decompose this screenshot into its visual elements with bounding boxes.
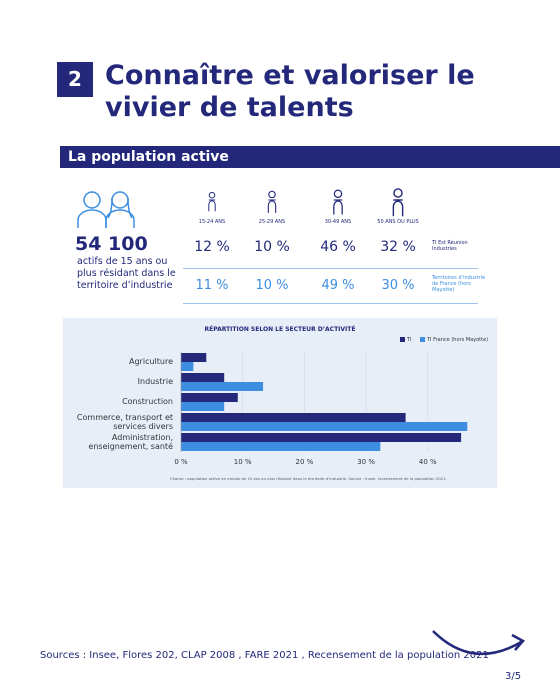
x-tick-label: 0 % xyxy=(174,458,188,466)
icon-part xyxy=(268,190,276,199)
stat-description: actifs de 15 ans ou plus résidant dans l… xyxy=(77,256,176,291)
x-tick-label: 20 % xyxy=(295,458,314,466)
age-share: 46 % xyxy=(320,239,356,255)
bar xyxy=(181,353,207,362)
sources: Sources : Insee, Flores 202, CLAP 2008 ,… xyxy=(40,650,489,661)
icon-part xyxy=(267,199,277,213)
legend-swatch xyxy=(420,337,425,342)
legend-label: TI France (hors Mayotte) xyxy=(427,337,489,343)
x-tick-label: 10 % xyxy=(233,458,252,466)
divider xyxy=(183,303,478,304)
age-share: 11 % xyxy=(195,278,229,293)
category-label: Agriculture xyxy=(129,357,173,366)
age-label: 30-49 ANS xyxy=(324,219,352,225)
icon-part xyxy=(333,199,343,215)
bar xyxy=(181,422,468,431)
person-icon xyxy=(392,188,404,217)
icon-part xyxy=(333,189,343,199)
icon-part xyxy=(393,188,403,198)
chart-title: RÉPARTITION SELON LE SECTEUR D’ACTIVITÉ xyxy=(204,326,356,333)
age-share: 10 % xyxy=(255,278,289,293)
category-label: Commerce, transport et services divers xyxy=(76,413,173,431)
legend-label: TI xyxy=(407,337,412,343)
age-share: 32 % xyxy=(380,239,416,255)
age-label: 25-29 ANS xyxy=(258,219,286,225)
row-label: TI Est Réunion Industries xyxy=(432,240,468,252)
bar xyxy=(181,362,194,371)
x-tick-label: 40 % xyxy=(418,458,437,466)
bar xyxy=(181,442,381,451)
person-icon xyxy=(333,189,343,215)
age-label: 50 ANS OU PLUS xyxy=(377,219,419,225)
person-icon xyxy=(208,191,216,212)
person-icon xyxy=(267,190,277,213)
bar xyxy=(181,413,406,422)
x-tick-label: 30 % xyxy=(357,458,375,466)
chart-note: Champ : population active en emploi de 1… xyxy=(170,476,447,481)
section-title: La population active xyxy=(60,146,560,168)
stat-value: 54 100 xyxy=(75,233,148,255)
age-share: 10 % xyxy=(254,239,290,255)
category-label: Industrie xyxy=(137,377,173,386)
page-title: Connaître et valoriser le vivier de tale… xyxy=(105,60,475,123)
age-share: 49 % xyxy=(321,278,355,293)
bar xyxy=(181,393,238,402)
arrow xyxy=(432,630,525,656)
section-number: 2 xyxy=(57,62,93,97)
bar xyxy=(181,373,225,382)
chart-panel xyxy=(63,318,497,488)
icon-part xyxy=(392,199,404,217)
icon-part xyxy=(208,191,216,199)
page-number: 3/5 xyxy=(505,671,522,682)
bar xyxy=(181,433,462,442)
icon-part xyxy=(208,199,216,212)
category-label: Construction xyxy=(122,397,173,406)
legend-swatch xyxy=(400,337,405,342)
age-label: 15-24 ANS xyxy=(198,219,226,225)
age-share: 12 % xyxy=(194,239,230,255)
bar xyxy=(181,382,264,391)
bar xyxy=(181,402,225,411)
people-icon xyxy=(77,191,135,228)
category-label: Administration, enseignement, santé xyxy=(88,433,173,451)
age-share: 30 % xyxy=(381,278,415,293)
divider xyxy=(183,268,478,269)
row-label: Territoires d’industrie de France (hors … xyxy=(432,275,486,293)
